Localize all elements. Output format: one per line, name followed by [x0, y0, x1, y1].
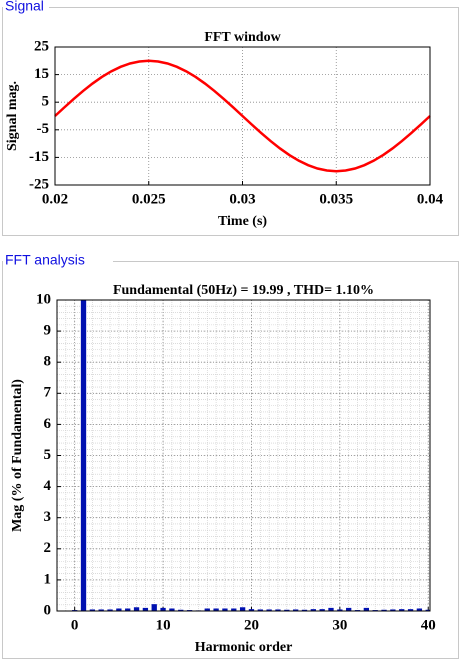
x-tick-label: 0.035 [319, 191, 353, 207]
bar [160, 607, 166, 611]
y-tick-label: 25 [34, 38, 49, 54]
chart-title: Fundamental (50Hz) = 19.99 , THD= 1.10% [113, 283, 374, 298]
y-tick-label: 4 [44, 478, 52, 494]
bar [222, 608, 228, 611]
bar [231, 608, 237, 611]
bar [80, 300, 87, 611]
y-tick-label: 6 [44, 416, 52, 432]
signal-panel [2, 7, 459, 236]
bar [416, 608, 423, 611]
bar [310, 609, 316, 611]
bars [72, 300, 430, 611]
bar [363, 607, 370, 611]
x-tick-label: 0.02 [42, 191, 68, 207]
bar [381, 609, 387, 611]
bar [107, 609, 113, 611]
axes-box [54, 46, 431, 186]
y-tick-label: -25 [29, 176, 49, 192]
bar [116, 608, 122, 611]
bar [301, 609, 308, 611]
bar [257, 609, 263, 611]
y-tick-label: 0 [44, 602, 52, 618]
bar [204, 608, 210, 611]
bar [142, 607, 149, 611]
y-tick-label: 15 [34, 66, 49, 82]
bar [266, 609, 272, 611]
x-tick-label: 40 [421, 617, 436, 633]
bar [319, 609, 325, 611]
x-tick-label: 0.025 [132, 191, 166, 207]
x-tick-label: 0.04 [417, 191, 444, 207]
y-tick-label: 7 [44, 385, 52, 401]
x-tick-label: 0 [71, 617, 79, 633]
bar [275, 609, 281, 611]
x-axis-label: Time (s) [218, 214, 267, 229]
chart-title: FFT window [204, 30, 281, 45]
bar [98, 609, 104, 611]
bar [151, 604, 157, 611]
y-tick-label: 1 [44, 571, 52, 587]
y-tick-label: -15 [29, 149, 49, 165]
bar [239, 607, 246, 611]
y-tick-label: 10 [36, 291, 51, 307]
bar [407, 609, 414, 611]
bar [89, 609, 96, 611]
y-tick-label: 3 [44, 509, 52, 525]
panel-label-bg [3, 254, 113, 269]
signal-line [54, 59, 431, 173]
x-tick-label: 20 [244, 617, 259, 633]
x-tick-label: 10 [156, 617, 171, 633]
y-tick-label: 2 [44, 540, 52, 556]
bar [169, 608, 175, 611]
bar [284, 609, 290, 611]
axes-box [56, 299, 431, 612]
fft-panel [2, 261, 459, 659]
bar [399, 609, 405, 611]
bar [178, 609, 184, 611]
y-axis-label: Mag (% of Fundamental) [10, 379, 25, 532]
bar [425, 609, 430, 611]
bar [390, 609, 396, 611]
bar [133, 607, 140, 611]
y-tick-label: 5 [42, 94, 50, 110]
x-tick-label: 0.03 [229, 191, 255, 207]
bar [337, 609, 343, 611]
x-axis-label: Harmonic order [195, 640, 293, 655]
y-tick-label: 8 [44, 354, 52, 370]
y-axis-label: Signal mag. [5, 81, 20, 151]
panel-title: FFT analysis [5, 252, 85, 268]
bar [213, 608, 219, 611]
y-tick-label: 5 [44, 447, 52, 463]
bar [292, 609, 299, 611]
y-tick-label: 9 [44, 323, 52, 339]
bar [346, 607, 352, 611]
panel-label-bg [3, 0, 49, 15]
bar [248, 609, 255, 611]
bar [125, 608, 131, 611]
bar [328, 607, 334, 611]
panel-title: Signal [5, 0, 44, 14]
y-tick-label: -5 [37, 121, 50, 137]
x-tick-label: 30 [332, 617, 347, 633]
